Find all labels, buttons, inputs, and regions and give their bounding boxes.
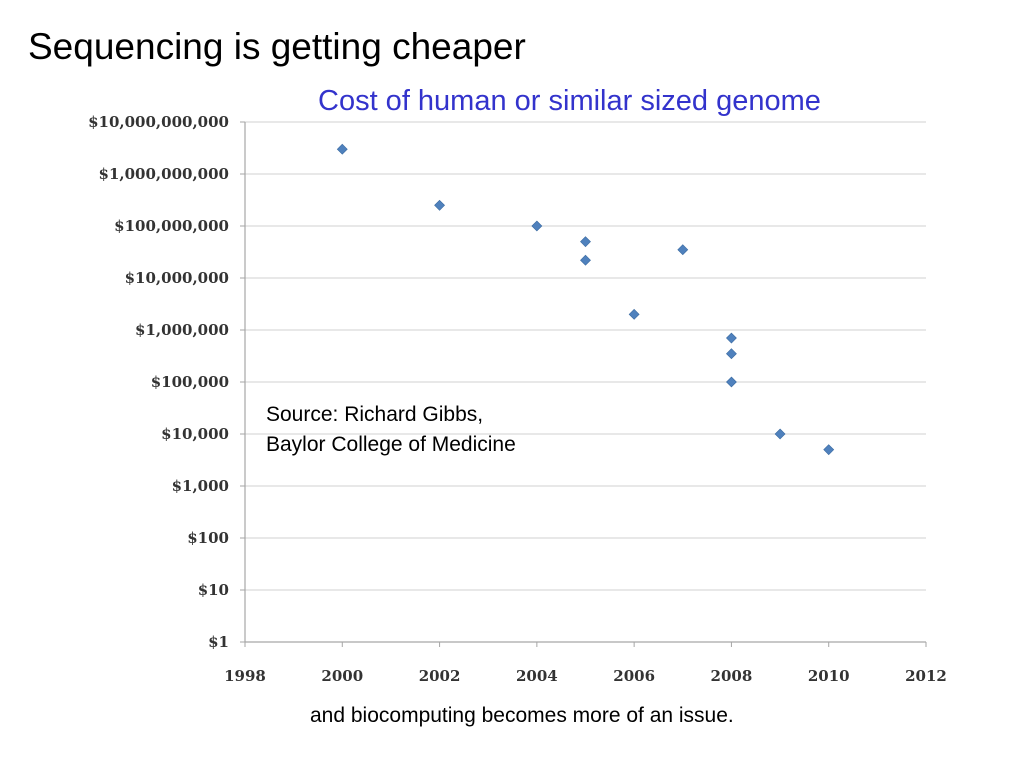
y-tick-label: $100,000,000 — [114, 217, 229, 235]
x-tick-label: 2004 — [516, 667, 558, 685]
source-line-2: Baylor College of Medicine — [266, 433, 516, 456]
data-point-marker — [580, 254, 591, 266]
x-tick-label: 2006 — [613, 667, 655, 685]
x-tick-label: 2012 — [905, 667, 947, 685]
chart-title: Cost of human or similar sized genome — [318, 85, 821, 117]
x-tick-label: 2000 — [321, 667, 363, 685]
data-point-marker — [434, 199, 445, 211]
y-tick-label: $10,000,000,000 — [88, 113, 229, 131]
source-line-1: Source: Richard Gibbs, — [266, 403, 484, 426]
x-tick-label: 2008 — [711, 667, 753, 685]
data-point-marker — [726, 348, 737, 360]
data-point-marker — [823, 444, 835, 456]
gridlines — [245, 121, 926, 591]
data-point-marker — [531, 220, 543, 232]
y-tick-labels: $10,000,000,000 $1,000,000,000 $100,000,00… — [88, 113, 229, 651]
y-tick-label: $10,000 — [161, 425, 229, 443]
x-tick-label: 2002 — [419, 667, 461, 685]
y-tick-label: $1,000 — [172, 477, 229, 495]
y-tick-label: $1,000,000,000 — [99, 165, 229, 183]
y-tick-label: $10,000,000 — [125, 269, 229, 287]
data-point-marker — [726, 376, 737, 388]
x-tick-label: 2010 — [808, 667, 850, 685]
data-point-marker — [774, 428, 786, 440]
axes — [240, 121, 927, 647]
data-point-marker — [580, 236, 591, 248]
y-tick-label: $1,000,000 — [135, 321, 229, 339]
slide-title: Sequencing is getting cheaper — [28, 26, 526, 67]
y-tick-label: $10 — [198, 581, 229, 599]
data-point-marker — [677, 244, 689, 256]
x-tick-labels: 1998 2000 2002 2004 2006 2008 2010 2012 — [224, 667, 947, 685]
data-point-marker — [628, 308, 640, 320]
y-tick-label: $100 — [187, 529, 229, 547]
y-tick-label: $100,000 — [151, 373, 229, 391]
data-points — [336, 143, 835, 456]
x-tick-label: 1998 — [224, 667, 266, 685]
y-tick-label: $1 — [208, 633, 229, 651]
data-point-marker — [726, 332, 737, 344]
data-point-marker — [336, 143, 348, 155]
source-note: Source: Richard Gibbs, Baylor College of… — [266, 400, 516, 460]
footer-note: and biocomputing becomes more of an issu… — [310, 704, 734, 727]
